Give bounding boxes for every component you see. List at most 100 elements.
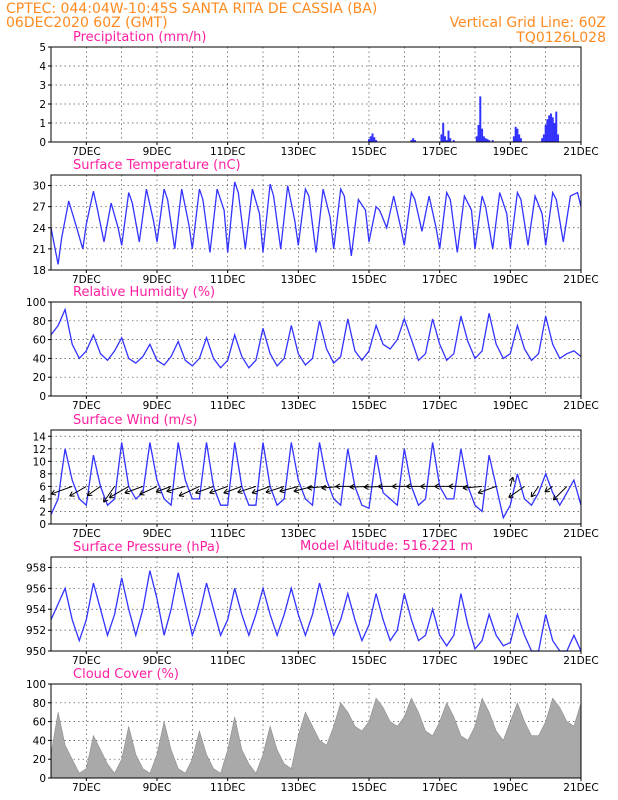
cloud-cover-frame	[50, 683, 582, 779]
precipitation-bar	[482, 136, 485, 142]
pressure-xtick-label: 15DEC	[351, 655, 386, 667]
humidity-xtick-label: 9DEC	[143, 400, 172, 412]
precipitation-xtick-label: 9DEC	[143, 146, 172, 158]
precipitation-xtick-label: 19DEC	[493, 146, 528, 158]
cloud-cover-ytick-label: 40	[33, 735, 46, 747]
wind-vector-head	[209, 492, 215, 495]
pressure-xtick-label: 11DEC	[210, 655, 245, 667]
pressure-xtick-label: 7DEC	[72, 655, 101, 667]
wind-vector-head	[477, 488, 482, 494]
wind-vector-shaft	[544, 485, 554, 493]
precipitation-bar	[477, 124, 480, 142]
wind-vector-shaft	[508, 485, 525, 498]
precipitation-bar	[373, 137, 376, 142]
precipitation-bar	[479, 96, 482, 142]
wind-ytick-label: 10	[33, 456, 46, 468]
wind-vector	[477, 485, 497, 495]
wind-vector-head	[462, 484, 468, 489]
temperature-ytick-label: 24	[33, 223, 47, 235]
precipitation-bar	[449, 138, 452, 142]
wind-vector-head	[293, 490, 299, 494]
pressure-xtick-label: 13DEC	[281, 655, 316, 667]
precipitation-bar	[491, 140, 494, 142]
wind-vector-head	[279, 487, 284, 492]
cloud-cover-xtick-label: 11DEC	[210, 782, 245, 794]
precipitation-bar	[440, 134, 443, 142]
wind-vector	[552, 486, 568, 501]
wind-xtick-label: 13DEC	[281, 528, 316, 540]
pressure-frame	[50, 556, 582, 652]
wind-xtick-label: 17DEC	[422, 528, 457, 540]
cloud-cover-ytick-label: 0	[39, 773, 46, 785]
wind-vector-shaft	[552, 486, 568, 501]
precipitation-ytick-label: 5	[39, 42, 46, 54]
wind-vector-head	[124, 488, 129, 494]
wind-vector	[209, 485, 228, 495]
precipitation-bar	[371, 133, 374, 142]
wind-vector-head	[223, 492, 229, 495]
temperature-title: Surface Temperature (nC)	[73, 158, 241, 173]
wind-vector-head	[307, 487, 313, 491]
humidity-xtick-label: 19DEC	[493, 400, 528, 412]
wind-vector	[223, 485, 242, 495]
humidity-line	[50, 307, 582, 369]
header-location: CPTEC: 044:04W-10:45S SANTA RITA DE CASS…	[6, 1, 377, 17]
wind-vector-shaft	[166, 485, 186, 492]
precipitation-ytick-label: 2	[39, 99, 46, 111]
precipitation-bar	[548, 115, 551, 142]
wind-vector-shaft	[87, 485, 101, 496]
temperature-xtick-label: 11DEC	[210, 274, 245, 286]
precipitation-bar	[410, 140, 413, 142]
cloud-cover-area	[50, 697, 582, 779]
precipitation-xtick-label: 7DEC	[72, 146, 101, 158]
humidity-ytick-label: 20	[33, 372, 46, 384]
wind-vector-head	[69, 491, 73, 497]
pressure-xtick-label: 21DEC	[563, 655, 598, 667]
wind-line	[50, 442, 582, 520]
wind-vector	[155, 485, 172, 494]
wind-vector-shaft	[265, 485, 285, 493]
precipitation-bar	[452, 140, 455, 142]
pressure-xtick-label: 17DEC	[422, 655, 457, 667]
wind-vector-head	[420, 483, 426, 487]
wind-vector-head	[139, 490, 143, 495]
wind-vector-head	[265, 488, 270, 493]
wind-vector-head	[108, 492, 113, 498]
pressure-line	[50, 570, 582, 652]
cloud-cover-xtick-label: 13DEC	[281, 782, 316, 794]
wind-vector-head	[335, 485, 341, 490]
precipitation-title: Precipitation (mm/h)	[73, 30, 206, 45]
cloud-cover-xtick-label: 9DEC	[143, 782, 172, 794]
wind-frame	[50, 429, 582, 525]
precipitation-bar	[369, 136, 372, 142]
precipitation-bar	[512, 136, 515, 142]
wind-vector-head	[156, 491, 162, 494]
wind-vector-shaft	[124, 485, 144, 494]
humidity-xtick-label: 7DEC	[72, 400, 101, 412]
wind-vector-shaft	[462, 485, 483, 489]
pressure-ytick-label: 950	[26, 646, 46, 658]
precipitation-bar	[546, 119, 549, 142]
wind-vector-head	[179, 495, 185, 497]
wind-vector-head	[448, 483, 454, 487]
humidity-panel: Relative Humidity (%) 0 20 40 60 80 100 7DEC 9DE…	[26, 285, 599, 412]
wind-vector-head	[237, 488, 242, 493]
precipitation-bar	[486, 139, 489, 142]
wind-vector-head	[166, 490, 172, 494]
wind-vector-shaft	[279, 485, 299, 492]
humidity-frame	[50, 301, 582, 397]
cloud-cover-ytick-label: 100	[26, 679, 46, 691]
precipitation-bar	[549, 113, 552, 142]
temperature-xtick-label: 17DEC	[422, 274, 457, 286]
precipitation-xtick-label: 13DEC	[281, 146, 316, 158]
wind-vector-shaft	[477, 485, 497, 494]
precipitation-ytick-label: 4	[39, 61, 46, 73]
wind-vector	[251, 485, 271, 495]
wind-vector	[544, 485, 554, 493]
wind-vector-head	[363, 486, 369, 490]
wind-xtick-label: 9DEC	[143, 528, 172, 540]
wind-vector-head	[335, 483, 341, 487]
wind-ytick-label: 14	[33, 431, 47, 443]
